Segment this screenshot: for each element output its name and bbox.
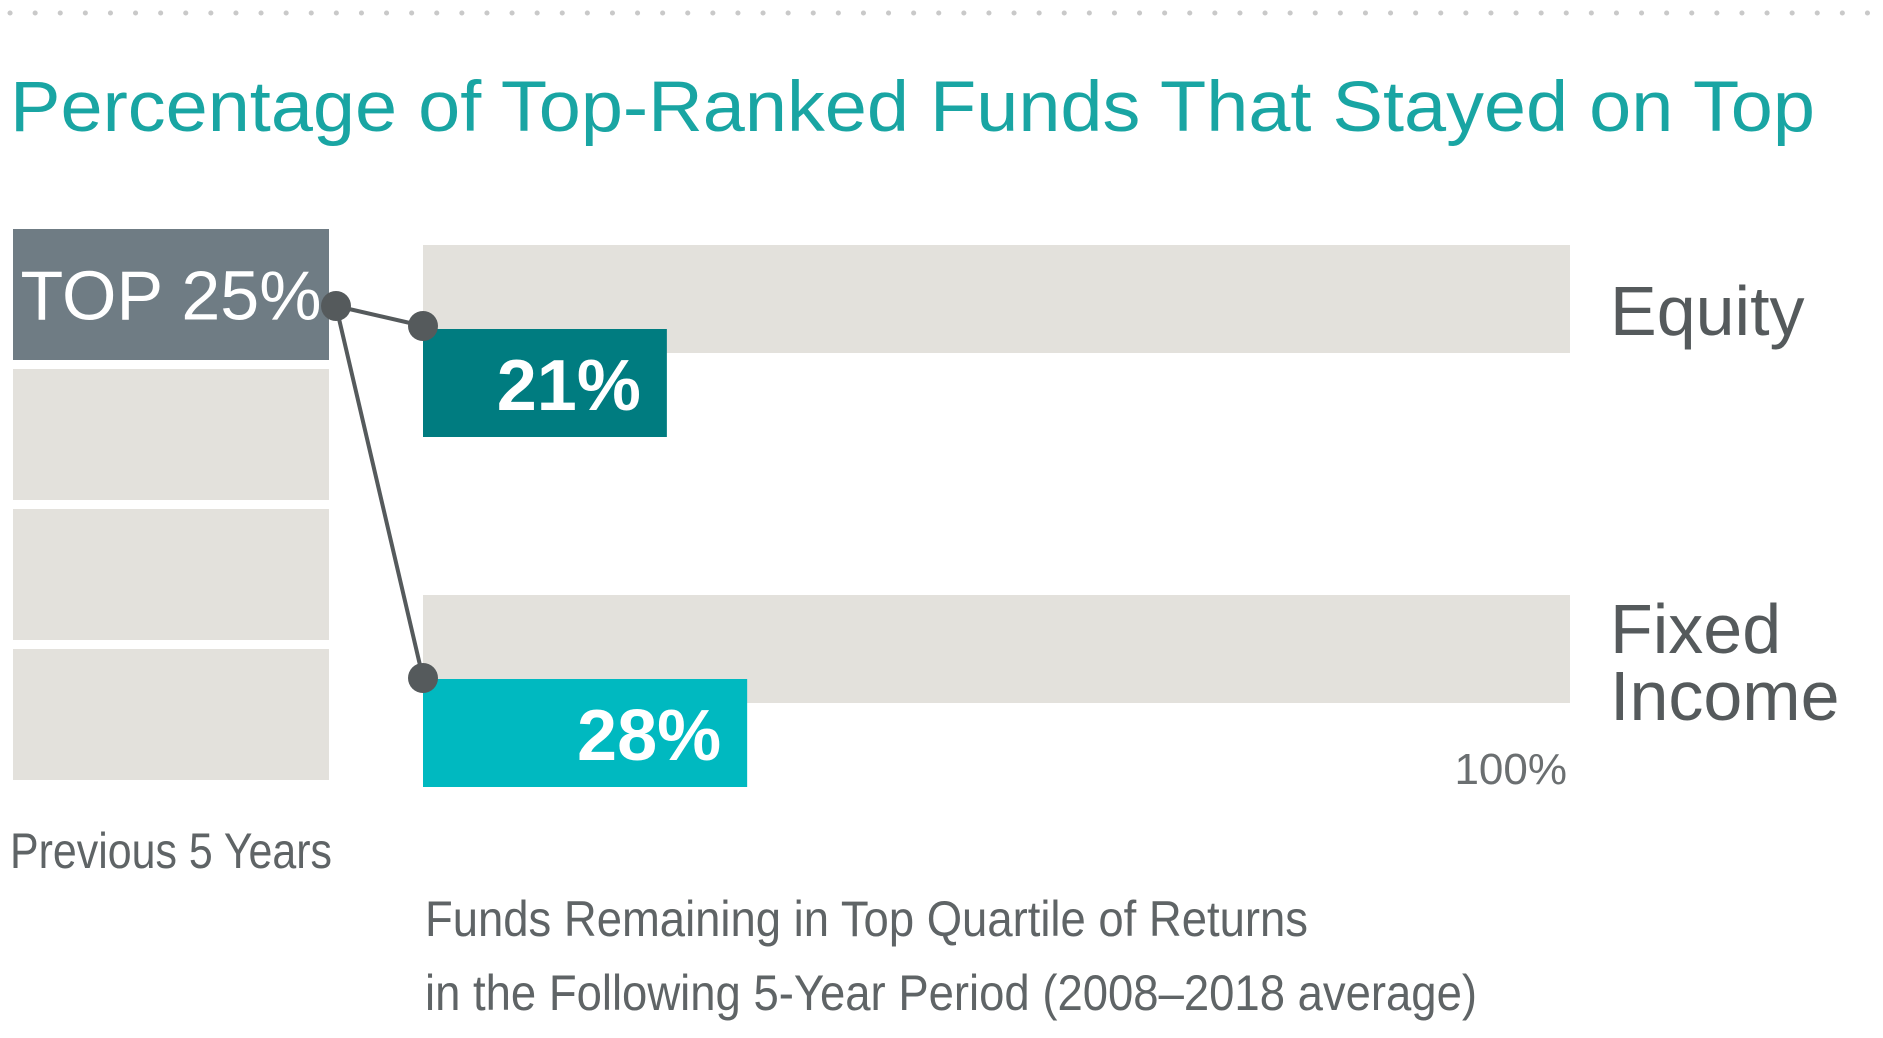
top-quartile-label: TOP 25% bbox=[21, 257, 322, 335]
track-group bbox=[423, 245, 1570, 703]
axis-max-label: 100% bbox=[1454, 745, 1567, 794]
bar-group: 21% 28% bbox=[423, 329, 748, 787]
equity-label: Equity bbox=[1610, 272, 1805, 350]
quartile-second-box bbox=[13, 369, 329, 500]
fixed-income-value-label: 28% bbox=[577, 696, 721, 776]
origin-connector-dot bbox=[321, 291, 351, 321]
quartile-top-box bbox=[13, 229, 329, 360]
equity-value-label: 21% bbox=[497, 346, 641, 426]
fixed-income-label-line-2: Income bbox=[1610, 657, 1840, 735]
fixed-income-label-line-1: Fixed bbox=[1610, 590, 1781, 668]
quartile-column: TOP 25% bbox=[13, 229, 329, 780]
chart-title: Percentage of Top-Ranked Funds That Stay… bbox=[10, 68, 1815, 147]
quartile-third-box bbox=[13, 509, 329, 640]
equity-connector-dot bbox=[408, 311, 438, 341]
equity-bar bbox=[423, 329, 667, 437]
x-axis-caption-line-1: Funds Remaining in Top Quartile of Retur… bbox=[425, 891, 1308, 947]
connector-group bbox=[321, 291, 438, 693]
quartile-bottom-box bbox=[13, 649, 329, 780]
fixed-income-connector-line bbox=[334, 305, 425, 679]
previous-period-caption: Previous 5 Years bbox=[10, 823, 332, 879]
x-axis-caption-line-2: in the Following 5-Year Period (2008–201… bbox=[425, 965, 1477, 1021]
fixed-income-connector-dot bbox=[408, 663, 438, 693]
fixed-income-bar bbox=[423, 679, 748, 787]
